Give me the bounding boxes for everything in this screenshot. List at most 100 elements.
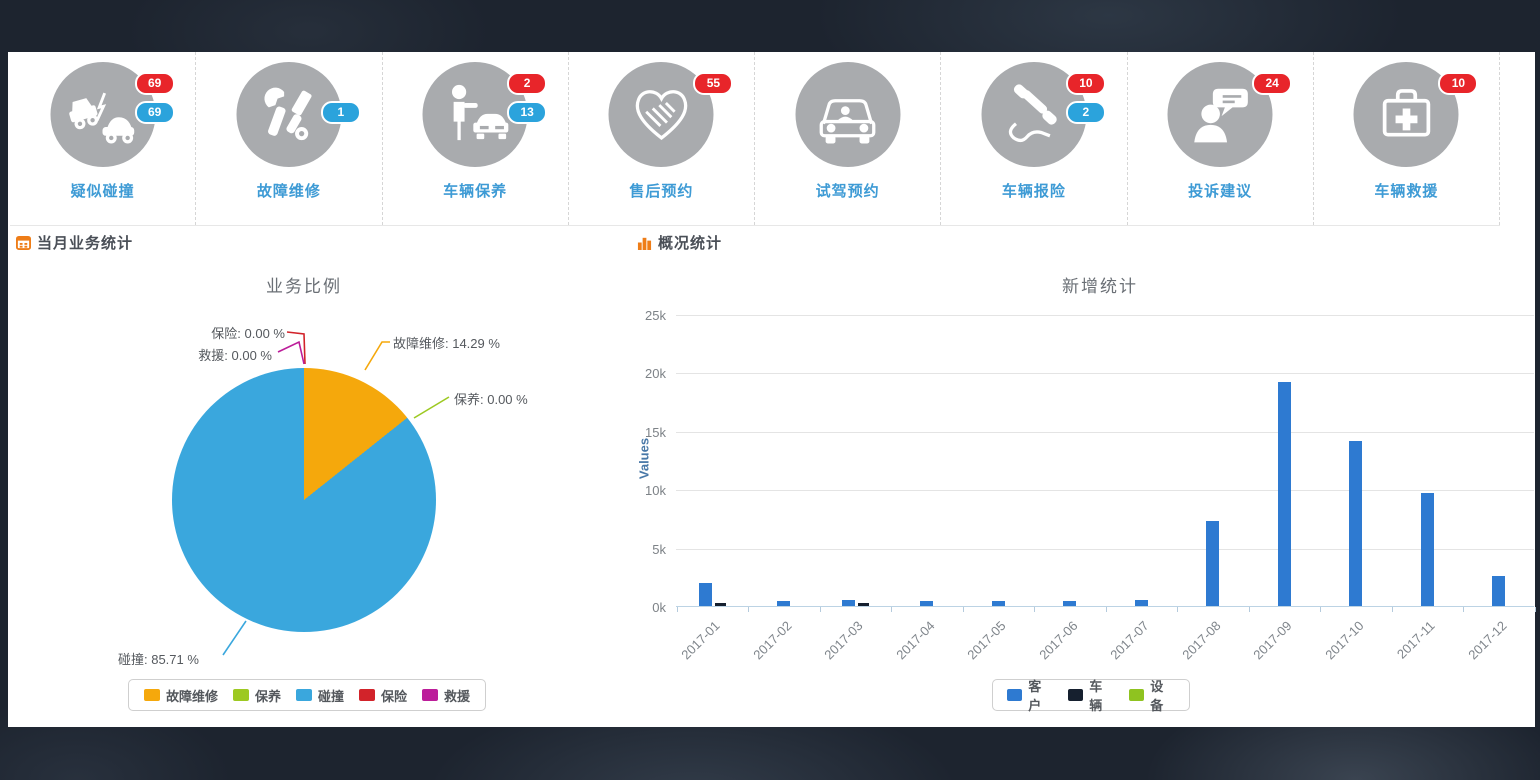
legend-swatch — [143, 689, 160, 701]
pie-chart-title: 业务比例 — [266, 277, 342, 296]
legend-label: 保养 — [254, 688, 281, 704]
red-count-badge: 2 — [507, 72, 548, 95]
quick-action-label: 故障维修 — [256, 183, 321, 200]
quick-action-label: 试驾预约 — [815, 183, 880, 200]
legend-swatch — [295, 689, 312, 701]
quick-action-label: 车辆报险 — [1001, 183, 1066, 200]
pie-label-rescue: 救援: 0.00 % — [198, 348, 272, 363]
pie-chart[interactable] — [172, 368, 436, 632]
legend-label: 客户 — [1028, 679, 1042, 713]
bar-客户-2017-07[interactable] — [1134, 600, 1148, 606]
x-axis-line — [676, 606, 1534, 607]
bar-chart-icon — [637, 237, 652, 250]
bar-客户-2017-02[interactable] — [777, 601, 790, 606]
pie-label-insurance: 保险: 0.00 % — [211, 326, 285, 341]
quick-action-label: 疑似碰撞 — [70, 183, 135, 200]
bar-客户-2017-04[interactable] — [920, 601, 933, 606]
bar-客户-2017-08[interactable] — [1206, 520, 1219, 606]
repair-tools-icon — [254, 80, 324, 150]
legend-item-救援[interactable]: 救援 — [422, 686, 470, 705]
bar-车辆-2017-01[interactable] — [714, 602, 726, 606]
legend-item-碰撞[interactable]: 碰撞 — [295, 686, 344, 705]
bar-chart-plot[interactable] — [676, 315, 1536, 612]
x-tick — [1105, 607, 1107, 612]
phone-handset-icon — [999, 80, 1069, 150]
bar-客户-2017-12[interactable] — [1492, 575, 1505, 606]
quick-action-8[interactable]: 10 车辆救援 — [1314, 52, 1500, 225]
bar-客户-2017-01[interactable] — [698, 582, 712, 606]
gridline-15k — [676, 431, 1534, 433]
quick-action-1[interactable]: 69 69 疑似碰撞 — [10, 52, 197, 225]
legend-label: 保险 — [381, 688, 408, 704]
quick-action-3[interactable]: 2 13 车辆保养 — [383, 52, 569, 225]
gridline-10k — [676, 490, 1534, 492]
legend-item-故障维修[interactable]: 故障维修 — [143, 686, 218, 705]
legend-item-设备[interactable]: 设备 — [1129, 676, 1175, 714]
x-tick — [1463, 607, 1464, 612]
x-category-2017-05: 2017-05 — [964, 618, 1009, 663]
bar-legend: 客户 车辆 设备 — [992, 676, 1190, 714]
legend-swatch — [359, 689, 375, 701]
y-tick-25k: 25k — [645, 308, 666, 323]
legend-item-车辆[interactable]: 车辆 — [1068, 676, 1114, 714]
x-tick — [748, 607, 749, 612]
x-tick — [1177, 607, 1178, 612]
pie-label-maintenance: 保养: 0.00 % — [454, 392, 528, 407]
legend-label: 设备 — [1150, 679, 1164, 713]
y-tick-5k: 5k — [652, 541, 666, 557]
legend-label: 碰撞 — [317, 688, 344, 704]
quick-action-2[interactable]: 1 故障维修 — [196, 52, 383, 225]
pie-label-repair: 故障维修: 14.29 % — [393, 336, 500, 351]
x-category-2017-02: 2017-02 — [749, 618, 795, 663]
bar-客户-2017-03[interactable] — [841, 600, 855, 606]
car-crash-icon — [68, 80, 138, 150]
quick-action-7[interactable]: 24 投诉建议 — [1128, 52, 1314, 225]
bar-客户-2017-10[interactable] — [1349, 441, 1362, 606]
x-category-2017-11: 2017-11 — [1393, 618, 1438, 662]
handshake-heart-icon — [626, 80, 696, 150]
legend-label: 救援 — [444, 688, 471, 704]
overview-stats-header: 概况统计 — [637, 232, 722, 253]
y-tick-10k: 10k — [645, 483, 666, 499]
pie-legend: 故障维修 保养 碰撞 保险 救援 — [128, 679, 486, 711]
legend-item-保养[interactable]: 保养 — [232, 686, 281, 705]
x-category-2017-04: 2017-04 — [892, 618, 938, 663]
bar-chart-title: 新增统计 — [1062, 277, 1138, 296]
car-front-icon-circle[interactable] — [795, 62, 901, 167]
legend-swatch — [422, 689, 439, 701]
x-category-2017-08: 2017-08 — [1178, 618, 1224, 663]
bar-车辆-2017-03[interactable] — [857, 602, 869, 606]
x-tick — [1534, 607, 1536, 612]
x-tick — [1034, 607, 1035, 612]
legend-item-保险[interactable]: 保险 — [359, 686, 407, 705]
overview-stats-title: 概况统计 — [658, 235, 723, 252]
bar-客户-2017-05[interactable] — [991, 601, 1005, 606]
gridline-5k — [676, 548, 1534, 550]
bar-客户-2017-06[interactable] — [1063, 601, 1076, 606]
x-tick — [819, 607, 821, 612]
pie-label-collision: 碰撞: 85.71 % — [118, 652, 199, 667]
x-category-2017-03: 2017-03 — [821, 618, 866, 663]
gridline-20k — [676, 373, 1534, 375]
x-category-2017-07: 2017-07 — [1107, 618, 1152, 663]
gridline-25k — [676, 315, 1534, 316]
blue-count-badge: 1 — [320, 101, 361, 124]
quick-action-6[interactable]: 10 2 车辆报险 — [941, 52, 1128, 225]
x-tick — [1248, 607, 1250, 612]
quick-action-label: 车辆救援 — [1374, 183, 1439, 200]
legend-swatch — [1068, 689, 1084, 701]
legend-item-客户[interactable]: 客户 — [1007, 676, 1053, 714]
legend-swatch — [1129, 689, 1145, 701]
quick-action-4[interactable]: 55 售后预约 — [569, 52, 755, 225]
legend-swatch — [232, 689, 249, 701]
quick-action-5[interactable]: 试驾预约 — [755, 52, 942, 225]
x-tick — [891, 607, 892, 612]
monthly-stats-header: 当月业务统计 — [16, 232, 133, 253]
x-tick — [1320, 607, 1321, 612]
blue-count-badge: 2 — [1065, 101, 1106, 124]
bar-客户-2017-11[interactable] — [1420, 492, 1434, 606]
x-tick — [1391, 607, 1393, 612]
bar-客户-2017-09[interactable] — [1277, 381, 1291, 606]
quick-action-label: 售后预约 — [629, 183, 694, 200]
red-count-badge: 24 — [1252, 72, 1293, 95]
